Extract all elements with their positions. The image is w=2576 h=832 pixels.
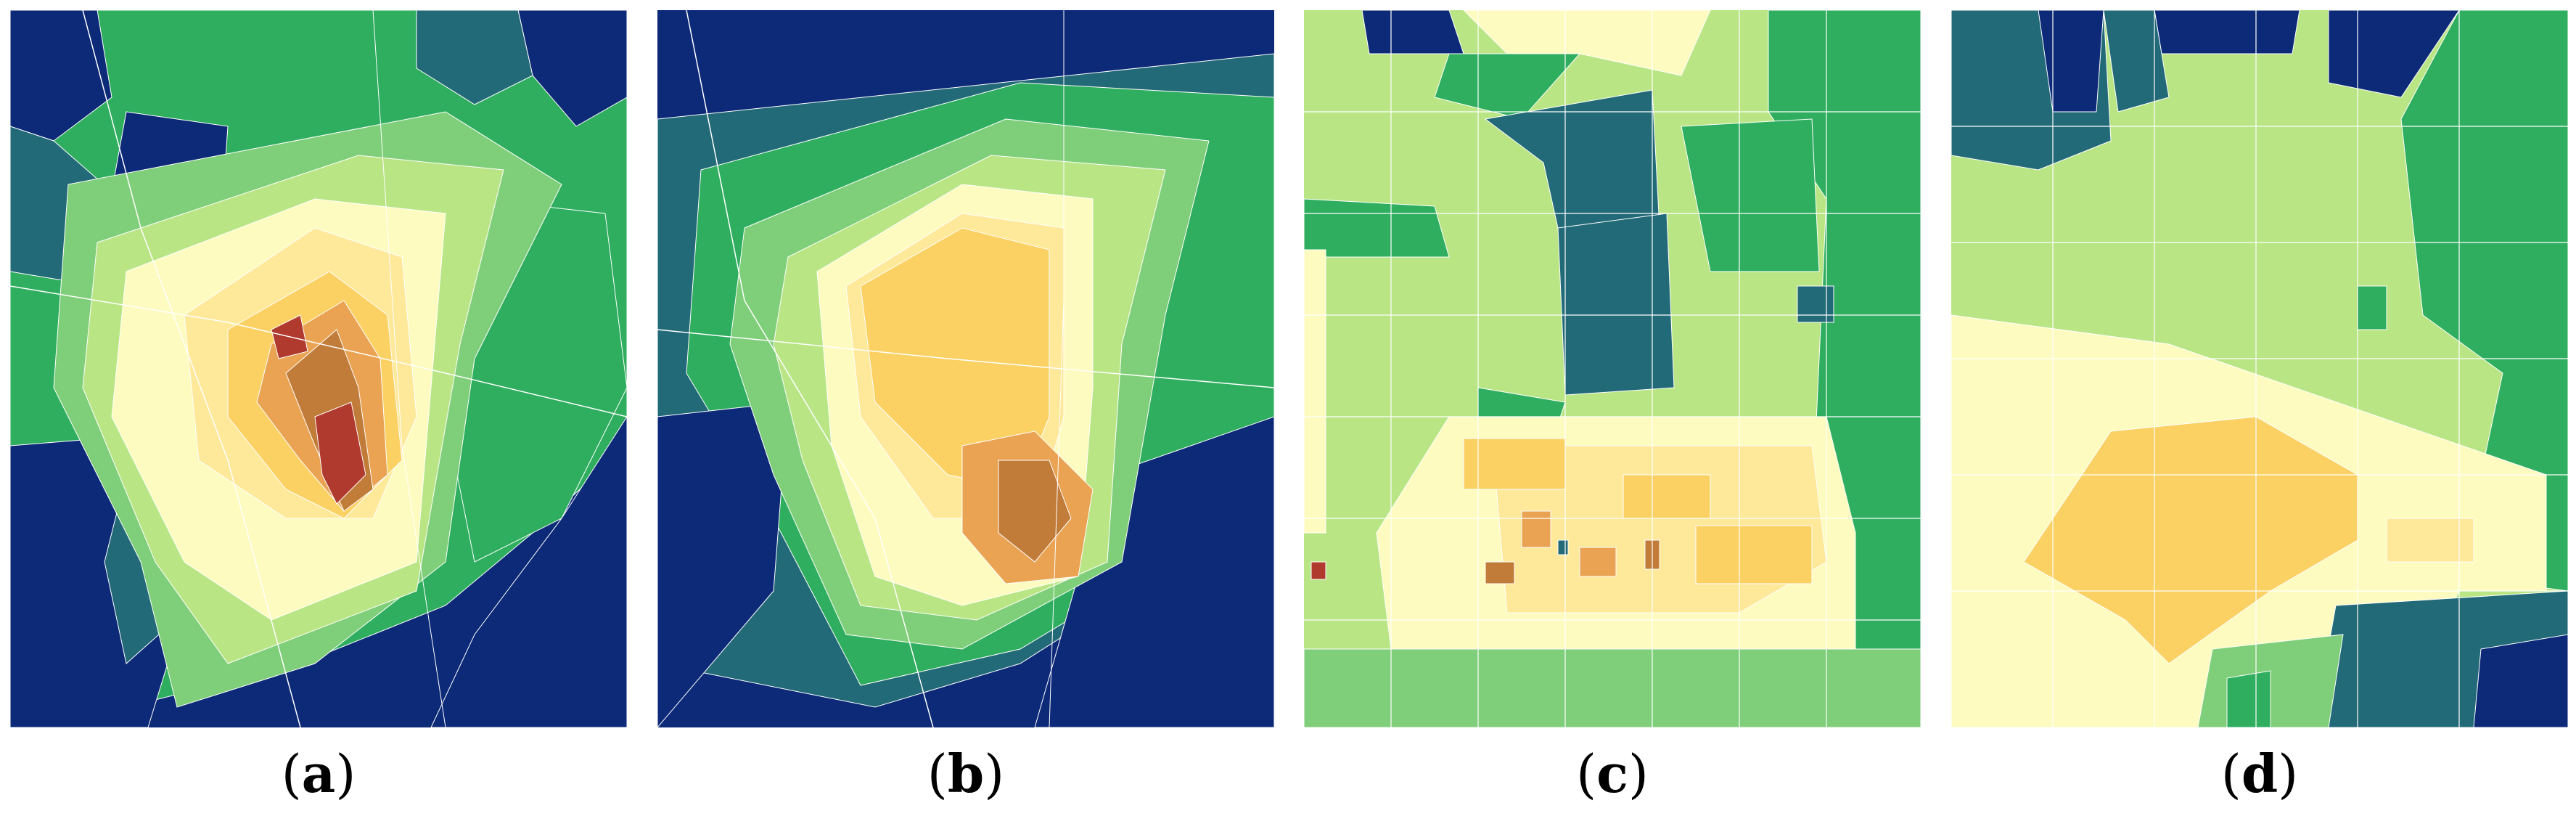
caption-c: (c) [1575,743,1649,804]
region-south-green [2226,670,2271,727]
region-west-green [1304,198,1450,258]
boundary-line [686,10,934,727]
caption-b: (b) [927,743,1005,804]
region-southwest-navy [657,401,789,727]
map-panel-a [10,10,627,727]
region-north-navy [1361,10,1464,54]
block-yellow [1623,474,1711,519]
region-red-center [314,401,366,505]
block-orange [1521,510,1551,548]
region-southeast-navy [2473,634,2568,727]
region-light-yellow [2386,518,2474,563]
block-orange [1579,547,1617,577]
choropleth-map-c [1304,10,1921,727]
boundary-line [1049,10,1065,727]
region-north-teal [2103,10,2170,113]
choropleth-map-d [1951,10,2568,727]
region-green-block [1681,118,1820,272]
boundary-line [657,329,1274,388]
block-yellow [1695,525,1813,584]
region-northwest-navy [10,10,112,142]
region-brown-core [998,460,1072,563]
region-south-light-green [1304,648,1921,727]
map-panel-d [1951,10,2568,727]
block-teal-tiny [1557,539,1569,555]
region-west-strip-cream [1304,249,1326,534]
region-green-small [2357,285,2387,330]
block-yellow [1463,438,1566,490]
boundary-grid [1304,10,1921,727]
region-northeast-navy [2328,10,2460,98]
block-red [1310,561,1326,580]
region-teal-small [1797,285,1834,323]
region-northwest-navy [2038,10,2104,113]
region-teal-2 [1557,213,1675,396]
boundary-line [82,10,301,727]
block-brown [1485,561,1515,584]
boundary-grid [1951,10,2568,727]
map-panel-b [657,10,1274,727]
region-southeast-navy [430,416,627,727]
choropleth-map-b [657,10,1274,727]
region-southeast-navy [1034,416,1274,727]
map-panel-c [1304,10,1921,727]
region-north-navy [2154,10,2300,54]
caption-a: (a) [281,743,356,804]
caption-d: (d) [2220,743,2299,804]
choropleth-map-a [10,10,627,727]
boundary-line [372,10,446,727]
boundary-line [10,285,627,417]
region-north-teal [416,10,533,105]
